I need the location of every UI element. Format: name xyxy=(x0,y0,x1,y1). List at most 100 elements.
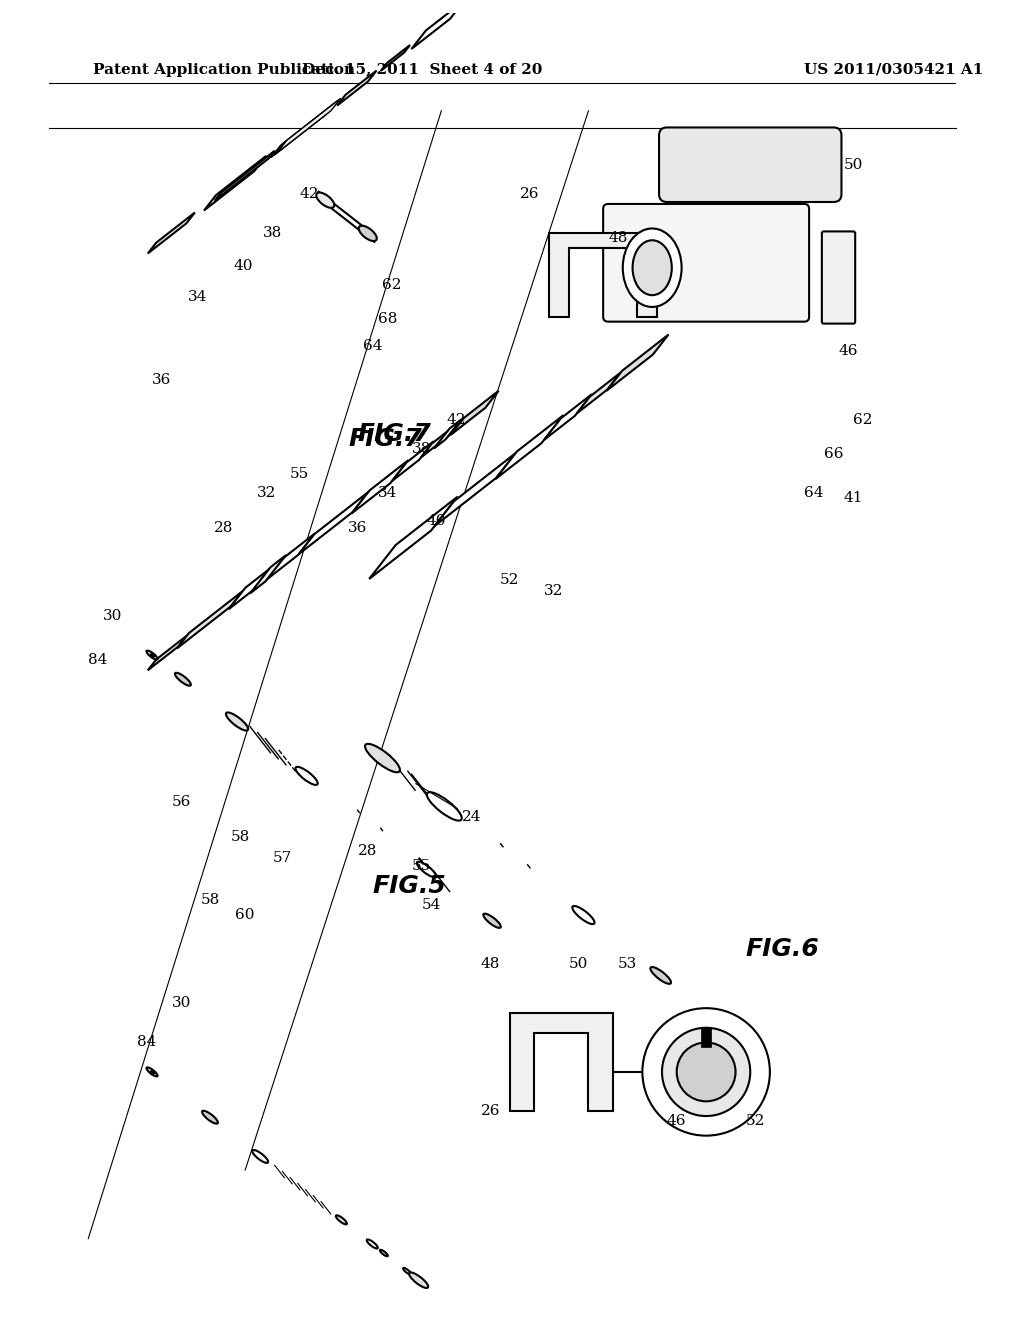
Text: 46: 46 xyxy=(667,1114,686,1129)
Polygon shape xyxy=(299,492,369,554)
Polygon shape xyxy=(250,556,286,594)
Text: 32: 32 xyxy=(257,486,276,500)
Text: 38: 38 xyxy=(412,442,431,457)
Ellipse shape xyxy=(410,1272,428,1288)
Text: 68: 68 xyxy=(378,312,397,326)
Polygon shape xyxy=(147,213,195,253)
Polygon shape xyxy=(381,45,410,71)
Ellipse shape xyxy=(365,744,400,772)
Text: 84: 84 xyxy=(88,653,108,667)
Text: 48: 48 xyxy=(480,957,500,972)
Polygon shape xyxy=(510,1012,613,1111)
Text: 32: 32 xyxy=(545,585,563,598)
Text: FIG.7: FIG.7 xyxy=(358,422,432,446)
Text: 55: 55 xyxy=(290,467,308,480)
Polygon shape xyxy=(434,453,516,525)
Ellipse shape xyxy=(380,1250,388,1257)
Text: 64: 64 xyxy=(362,339,382,354)
Text: Patent Application Publication: Patent Application Publication xyxy=(93,62,355,77)
Ellipse shape xyxy=(483,913,501,928)
Ellipse shape xyxy=(296,767,317,785)
Text: 53: 53 xyxy=(617,957,637,972)
Polygon shape xyxy=(215,150,274,201)
Text: 40: 40 xyxy=(427,513,446,528)
Text: 46: 46 xyxy=(839,345,858,358)
Text: 64: 64 xyxy=(804,486,823,500)
Ellipse shape xyxy=(633,240,672,296)
Text: 57: 57 xyxy=(272,851,292,865)
Ellipse shape xyxy=(417,862,436,878)
Text: 55: 55 xyxy=(412,859,431,873)
Text: FIG.5: FIG.5 xyxy=(373,874,446,898)
Polygon shape xyxy=(392,441,433,480)
Text: 36: 36 xyxy=(152,374,171,388)
Text: 38: 38 xyxy=(263,227,282,240)
Text: 24: 24 xyxy=(416,784,482,825)
Text: 60: 60 xyxy=(236,908,255,921)
Ellipse shape xyxy=(316,193,334,207)
Text: 30: 30 xyxy=(172,997,191,1010)
Polygon shape xyxy=(412,0,465,49)
Text: 58: 58 xyxy=(230,829,250,843)
Ellipse shape xyxy=(336,1216,347,1225)
Text: 30: 30 xyxy=(103,609,122,623)
Text: 52: 52 xyxy=(500,573,519,586)
Polygon shape xyxy=(451,391,499,434)
FancyBboxPatch shape xyxy=(822,231,855,323)
Ellipse shape xyxy=(623,228,682,308)
Text: 34: 34 xyxy=(188,290,208,304)
Polygon shape xyxy=(147,635,187,671)
FancyBboxPatch shape xyxy=(603,205,809,322)
Text: 48: 48 xyxy=(608,231,628,246)
Ellipse shape xyxy=(252,1150,268,1163)
Polygon shape xyxy=(204,156,266,210)
Ellipse shape xyxy=(650,968,671,983)
Text: 66: 66 xyxy=(824,447,844,461)
Text: 52: 52 xyxy=(745,1114,765,1129)
Polygon shape xyxy=(351,461,409,513)
Text: 62: 62 xyxy=(383,279,402,292)
Text: 84: 84 xyxy=(137,1035,157,1049)
Polygon shape xyxy=(701,1028,711,1047)
Text: 50: 50 xyxy=(568,957,588,972)
Text: 41: 41 xyxy=(844,491,863,506)
Ellipse shape xyxy=(662,1028,751,1115)
Polygon shape xyxy=(421,420,463,458)
Polygon shape xyxy=(606,334,669,391)
FancyBboxPatch shape xyxy=(659,128,842,202)
Text: 42: 42 xyxy=(299,187,318,201)
Text: 36: 36 xyxy=(348,520,368,535)
Text: 54: 54 xyxy=(422,898,441,912)
Text: FIG.6: FIG.6 xyxy=(745,937,819,961)
Polygon shape xyxy=(270,103,335,157)
Polygon shape xyxy=(370,496,458,579)
Ellipse shape xyxy=(403,1269,411,1274)
Text: 34: 34 xyxy=(378,486,397,500)
Ellipse shape xyxy=(358,226,377,242)
Ellipse shape xyxy=(427,792,462,821)
Polygon shape xyxy=(544,395,592,440)
Ellipse shape xyxy=(146,651,158,660)
Polygon shape xyxy=(177,591,243,648)
Ellipse shape xyxy=(572,906,595,924)
Text: 58: 58 xyxy=(201,894,220,907)
Ellipse shape xyxy=(175,673,190,685)
Text: 28: 28 xyxy=(358,845,377,858)
Polygon shape xyxy=(337,70,377,106)
Ellipse shape xyxy=(367,1239,378,1249)
Ellipse shape xyxy=(146,1068,158,1076)
Text: 56: 56 xyxy=(172,795,191,809)
Ellipse shape xyxy=(202,1110,218,1123)
Text: Dec. 15, 2011  Sheet 4 of 20: Dec. 15, 2011 Sheet 4 of 20 xyxy=(301,62,542,77)
Text: 26: 26 xyxy=(520,187,540,201)
Text: 42: 42 xyxy=(446,413,466,426)
Polygon shape xyxy=(434,420,461,449)
Polygon shape xyxy=(278,98,341,153)
Polygon shape xyxy=(496,416,563,479)
Polygon shape xyxy=(577,372,621,413)
Polygon shape xyxy=(549,234,657,317)
Text: 40: 40 xyxy=(233,259,253,273)
Polygon shape xyxy=(228,533,315,610)
Ellipse shape xyxy=(677,1043,735,1101)
Ellipse shape xyxy=(642,1008,770,1135)
